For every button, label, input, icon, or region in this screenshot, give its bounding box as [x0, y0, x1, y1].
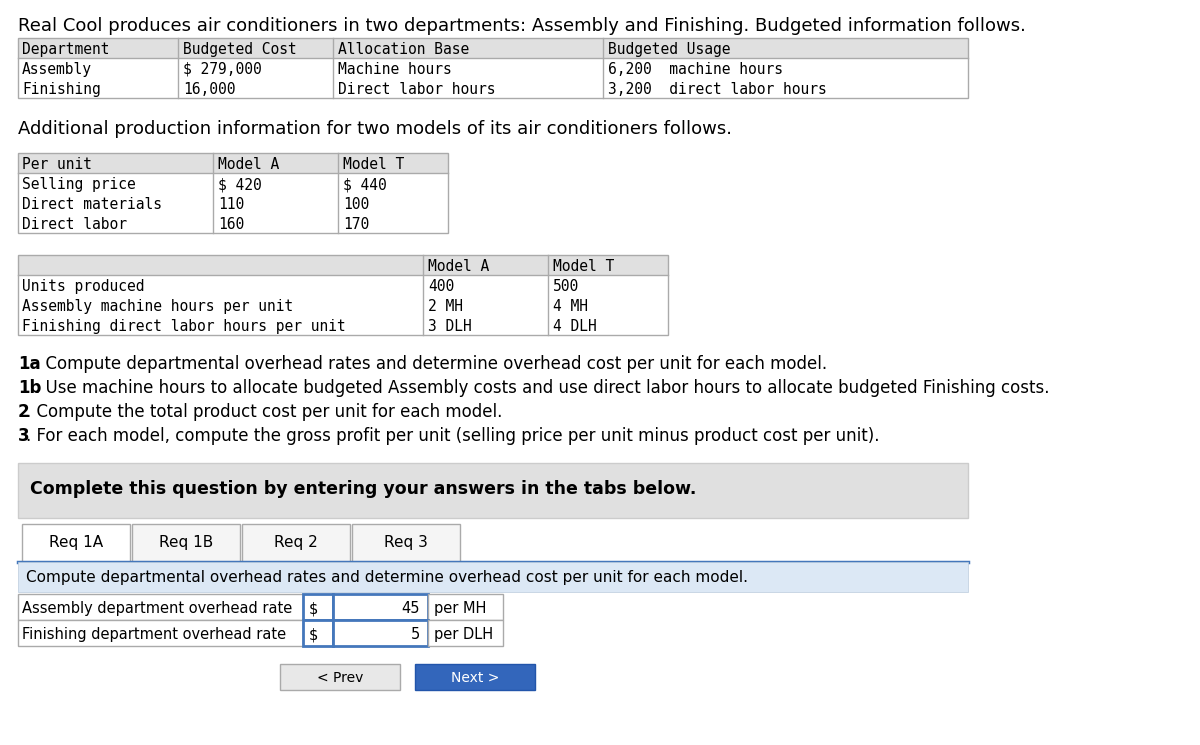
- Bar: [18, 562, 968, 592]
- Bar: [415, 664, 535, 690]
- Text: per MH: per MH: [434, 601, 486, 616]
- Text: Model T: Model T: [343, 157, 404, 172]
- Text: Budgeted Cost: Budgeted Cost: [182, 42, 296, 57]
- Text: Req 1A: Req 1A: [49, 535, 103, 550]
- Text: 2: 2: [18, 403, 30, 421]
- Text: $: $: [310, 627, 318, 642]
- Text: . For each model, compute the gross profit per unit (selling price per unit minu: . For each model, compute the gross prof…: [26, 427, 880, 445]
- Text: 1a: 1a: [18, 355, 41, 373]
- Text: Budgeted Usage: Budgeted Usage: [608, 42, 731, 57]
- Bar: [18, 38, 968, 98]
- Text: Allocation Base: Allocation Base: [338, 42, 469, 57]
- Bar: [132, 524, 240, 562]
- Text: < Prev: < Prev: [317, 671, 364, 685]
- Text: Assembly: Assembly: [22, 62, 92, 77]
- Text: 3,200  direct labor hours: 3,200 direct labor hours: [608, 82, 827, 97]
- Text: Real Cool produces air conditioners in two departments: Assembly and Finishing. : Real Cool produces air conditioners in t…: [18, 17, 1026, 35]
- Text: 500: 500: [553, 279, 580, 294]
- Text: 3 DLH: 3 DLH: [428, 319, 472, 334]
- Text: Additional production information for two models of its air conditioners follows: Additional production information for tw…: [18, 120, 732, 138]
- Text: Finishing: Finishing: [22, 82, 101, 97]
- Text: Direct labor hours: Direct labor hours: [338, 82, 496, 97]
- Bar: [18, 153, 448, 173]
- Text: $ 440: $ 440: [343, 177, 386, 192]
- Text: Model A: Model A: [218, 157, 280, 172]
- Bar: [334, 594, 428, 620]
- Text: Direct labor: Direct labor: [22, 217, 127, 232]
- Text: Finishing direct labor hours per unit: Finishing direct labor hours per unit: [22, 319, 346, 334]
- Text: Machine hours: Machine hours: [338, 62, 451, 77]
- Text: Next >: Next >: [451, 671, 499, 685]
- Bar: [18, 463, 968, 518]
- Text: 1b: 1b: [18, 379, 41, 397]
- Bar: [242, 524, 350, 562]
- Bar: [18, 153, 448, 233]
- Text: 110: 110: [218, 197, 245, 212]
- Bar: [18, 255, 668, 335]
- Text: Units produced: Units produced: [22, 279, 144, 294]
- Text: Complete this question by entering your answers in the tabs below.: Complete this question by entering your …: [30, 480, 696, 498]
- Bar: [334, 620, 428, 646]
- Text: $: $: [310, 601, 318, 616]
- Bar: [18, 38, 968, 58]
- Text: 2 MH: 2 MH: [428, 299, 463, 314]
- Text: Model T: Model T: [553, 259, 614, 274]
- Text: Model A: Model A: [428, 259, 490, 274]
- Bar: [428, 620, 503, 646]
- Bar: [18, 620, 302, 646]
- Text: 4 DLH: 4 DLH: [553, 319, 596, 334]
- Text: Selling price: Selling price: [22, 177, 136, 192]
- Text: 400: 400: [428, 279, 455, 294]
- Text: 170: 170: [343, 217, 370, 232]
- Bar: [18, 594, 302, 620]
- Bar: [428, 594, 503, 620]
- Text: 45: 45: [402, 601, 420, 616]
- Text: 6,200  machine hours: 6,200 machine hours: [608, 62, 784, 77]
- Text: Compute departmental overhead rates and determine overhead cost per unit for eac: Compute departmental overhead rates and …: [26, 570, 748, 585]
- Text: 100: 100: [343, 197, 370, 212]
- Bar: [302, 620, 334, 646]
- Bar: [280, 664, 400, 690]
- Text: $ 420: $ 420: [218, 177, 262, 192]
- Text: 5: 5: [410, 627, 420, 642]
- Text: $ 279,000: $ 279,000: [182, 62, 262, 77]
- Text: Assembly machine hours per unit: Assembly machine hours per unit: [22, 299, 293, 314]
- Text: Finishing department overhead rate: Finishing department overhead rate: [22, 627, 286, 642]
- Text: Department: Department: [22, 42, 109, 57]
- Bar: [18, 255, 668, 275]
- Bar: [352, 524, 460, 562]
- Text: per DLH: per DLH: [434, 627, 493, 642]
- Text: Req 1B: Req 1B: [158, 535, 214, 550]
- Text: Direct materials: Direct materials: [22, 197, 162, 212]
- Text: . Compute departmental overhead rates and determine overhead cost per unit for e: . Compute departmental overhead rates an…: [35, 355, 827, 373]
- Bar: [302, 594, 334, 620]
- Text: 160: 160: [218, 217, 245, 232]
- Text: 16,000: 16,000: [182, 82, 235, 97]
- Text: 4 MH: 4 MH: [553, 299, 588, 314]
- Text: . Compute the total product cost per unit for each model.: . Compute the total product cost per uni…: [26, 403, 503, 421]
- Text: Per unit: Per unit: [22, 157, 92, 172]
- Text: Req 2: Req 2: [274, 535, 318, 550]
- Bar: [22, 524, 130, 562]
- Text: Req 3: Req 3: [384, 535, 428, 550]
- Text: Assembly department overhead rate: Assembly department overhead rate: [22, 601, 293, 616]
- Text: . Use machine hours to allocate budgeted Assembly costs and use direct labor hou: . Use machine hours to allocate budgeted…: [35, 379, 1050, 397]
- Text: 3: 3: [18, 427, 30, 445]
